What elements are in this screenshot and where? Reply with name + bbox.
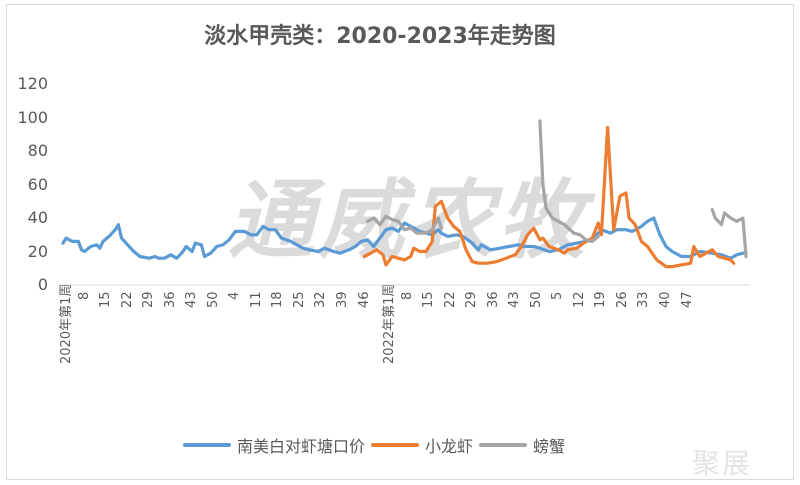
legend-label: 小龙虾	[425, 437, 474, 456]
legend-label: 螃蟹	[533, 437, 566, 456]
series-line-shrimp	[61, 216, 748, 260]
y-tick-label: 80	[27, 141, 48, 160]
y-tick-label: 120	[17, 74, 48, 93]
legend: 南美白对虾塘口价 小龙虾 螃蟹	[183, 433, 571, 457]
legend-item-crab[interactable]: 螃蟹	[479, 433, 565, 457]
series-line-crab	[710, 208, 748, 259]
y-tick-label: 0	[37, 275, 48, 294]
series-line-crab	[366, 214, 443, 235]
legend-swatch-crab	[479, 443, 528, 447]
series-line-crab	[538, 119, 600, 243]
watermark-corner: 聚展	[692, 447, 753, 480]
legend-swatch-crayfish	[371, 443, 420, 447]
y-tick-label: 100	[17, 107, 48, 127]
series-line-crayfish	[362, 125, 736, 269]
y-tick-label: 40	[27, 208, 48, 227]
legend-swatch-shrimp	[183, 443, 231, 447]
legend-label: 南美白对虾塘口价	[237, 437, 366, 456]
y-tick-label: 20	[27, 241, 48, 261]
legend-item-crayfish[interactable]: 小龙虾	[371, 433, 473, 457]
legend-item-shrimp[interactable]: 南美白对虾塘口价	[183, 433, 365, 457]
chart-title: 淡水甲壳类：2020-2023年走势图	[204, 24, 556, 49]
watermark-center: 通威农牧	[228, 171, 588, 271]
y-tick-label: 60	[27, 174, 48, 194]
